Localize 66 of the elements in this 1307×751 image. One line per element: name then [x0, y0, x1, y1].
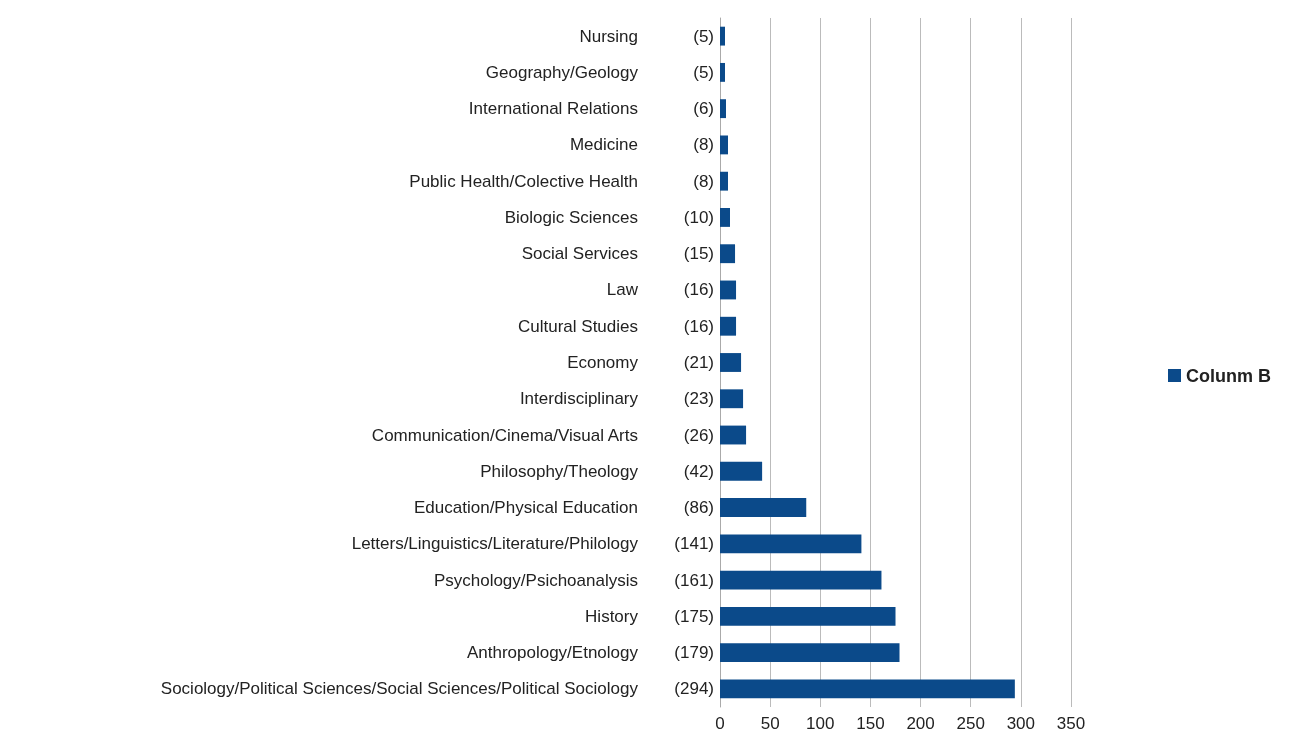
y-tick-label: Anthropology/Etnology — [466, 643, 639, 663]
bar — [720, 425, 747, 445]
y-tick-label: Sociology/Political Sciences/Social Sciences/Political Sociology — [160, 679, 639, 699]
bar — [720, 26, 726, 46]
data-label: (294) — [674, 679, 714, 699]
y-tick-label: Philosophy/Theology — [480, 461, 639, 481]
y-tick-label: Cultural Studies — [517, 316, 638, 336]
bar — [720, 280, 737, 300]
y-tick-label: Interdisciplinary — [519, 389, 639, 409]
bar — [720, 316, 737, 336]
data-label: (10) — [683, 207, 714, 227]
y-tick-label: Medicine — [569, 135, 638, 155]
data-label: (8) — [693, 171, 714, 191]
data-label: (141) — [674, 534, 714, 554]
bar — [720, 643, 900, 663]
data-label: (86) — [683, 498, 714, 518]
y-tick-label: Letters/Linguistics/Literature/Philology — [351, 534, 639, 554]
x-tick-label: 0 — [715, 714, 725, 733]
x-tick-label: 300 — [1006, 714, 1036, 733]
y-tick-label: Law — [606, 280, 639, 300]
data-label: (179) — [674, 643, 714, 663]
bar — [720, 244, 736, 264]
data-label: (161) — [674, 570, 714, 590]
data-label: (21) — [683, 353, 714, 372]
bar — [720, 135, 729, 155]
y-tick-label: Public Health/Colective Health — [409, 171, 638, 191]
bar — [720, 461, 763, 481]
y-tick-label: Communication/Cinema/Visual Arts — [371, 425, 638, 445]
y-tick-label: Education/Physical Education — [414, 498, 638, 518]
x-tick-label: 150 — [856, 714, 885, 733]
bar — [720, 62, 726, 82]
bar — [720, 534, 862, 554]
data-label: (5) — [693, 26, 714, 46]
bar — [720, 99, 727, 119]
data-label: (15) — [683, 244, 714, 264]
y-tick-label: Geography/Geology — [485, 62, 639, 82]
data-label: (26) — [683, 425, 714, 445]
data-label: (6) — [693, 99, 714, 119]
x-tick-label: 50 — [760, 714, 780, 733]
bar — [720, 606, 896, 626]
bar — [720, 679, 1015, 699]
data-label: (16) — [683, 280, 714, 300]
bar — [720, 498, 807, 517]
y-tick-label: International Relations — [468, 99, 638, 119]
data-label: (5) — [693, 62, 714, 82]
y-tick-label: Social Services — [521, 244, 638, 264]
x-tick-label: 200 — [906, 714, 935, 733]
y-tick-label: Psychology/Psichoanalysis — [433, 570, 638, 590]
bar — [720, 353, 742, 372]
x-tick-label: 350 — [1056, 714, 1086, 733]
bar — [720, 570, 882, 590]
x-tick-label: 100 — [806, 714, 835, 733]
y-tick-label: History — [585, 606, 639, 626]
bar — [720, 389, 744, 409]
legend-label: Colunm B — [1186, 365, 1272, 386]
bar — [720, 208, 731, 227]
y-tick-label: Nursing — [579, 26, 638, 46]
data-label: (23) — [683, 389, 714, 409]
y-tick-label: Biologic Sciences — [504, 207, 638, 227]
y-tick-label: Economy — [567, 353, 639, 372]
data-label: (16) — [683, 316, 714, 336]
bar — [720, 171, 729, 191]
data-label: (175) — [674, 606, 714, 626]
x-tick-label: 250 — [956, 714, 985, 733]
data-label: (42) — [683, 461, 714, 481]
data-label: (8) — [693, 135, 714, 155]
